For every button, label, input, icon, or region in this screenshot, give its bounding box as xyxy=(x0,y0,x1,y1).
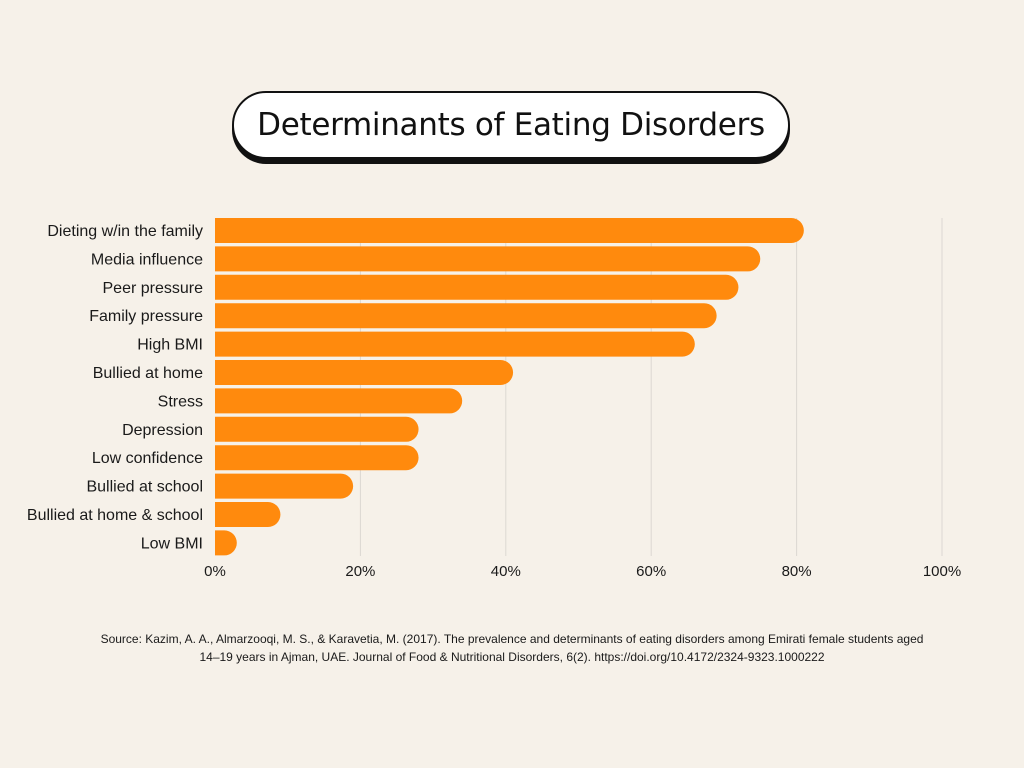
category-labels: Dieting w/in the family Media influence Pe… xyxy=(27,223,203,552)
chart-title: Determinants of Eating Disorders xyxy=(257,107,765,143)
bar xyxy=(215,246,761,272)
source-citation: Source: Kazim, A. A., Almarzooqi, M. S.,… xyxy=(100,632,924,664)
bar xyxy=(215,218,804,243)
bars xyxy=(215,218,804,556)
category-label: Depression xyxy=(122,422,203,439)
x-axis-ticks: 0% 20% 40% 60% 80% 100% xyxy=(204,563,961,580)
category-label: Bullied at home xyxy=(93,365,203,382)
gridlines xyxy=(359,218,943,556)
category-label: Stress xyxy=(158,393,203,410)
tick-label: 40% xyxy=(491,563,521,580)
category-label: Media influence xyxy=(91,251,203,268)
bar xyxy=(215,445,419,471)
category-label: Bullied at home & school xyxy=(27,507,203,524)
tick-label: 0% xyxy=(204,563,226,580)
bar-chart: Dieting w/in the family Media influence Pe… xyxy=(27,218,961,580)
bar xyxy=(215,530,237,556)
chart-title-box: Determinants of Eating Disorders xyxy=(232,91,790,159)
bar xyxy=(215,502,281,527)
category-label: Low BMI xyxy=(141,535,203,552)
tick-label: 100% xyxy=(923,563,961,580)
category-label: Dieting w/in the family xyxy=(47,223,203,240)
bar xyxy=(215,388,463,414)
bar xyxy=(215,360,514,385)
bar xyxy=(215,303,717,329)
tick-label: 20% xyxy=(345,563,375,580)
bar xyxy=(215,331,695,357)
tick-label: 80% xyxy=(782,563,812,580)
bar xyxy=(215,473,354,499)
category-label: High BMI xyxy=(137,337,203,354)
category-label: Low confidence xyxy=(92,450,203,467)
bar xyxy=(215,274,739,300)
category-label: Peer pressure xyxy=(103,280,204,297)
bar xyxy=(215,416,419,442)
category-label: Bullied at school xyxy=(86,479,203,496)
tick-label: 60% xyxy=(636,563,666,580)
category-label: Family pressure xyxy=(89,308,203,325)
